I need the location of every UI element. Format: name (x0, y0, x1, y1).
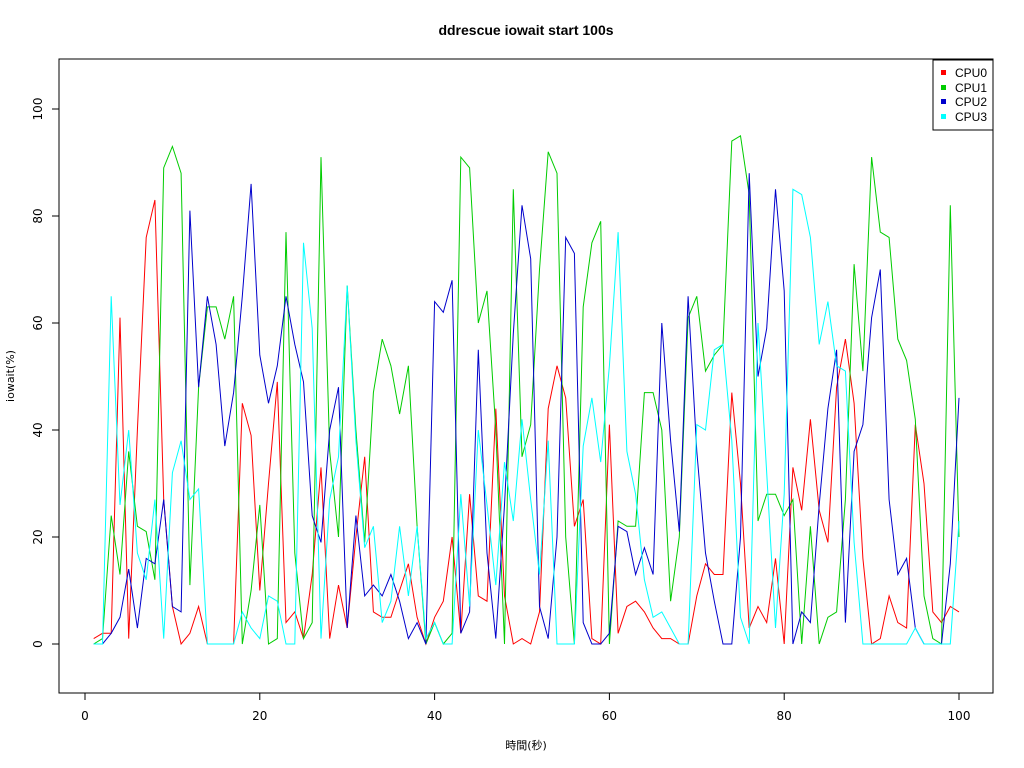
x-tick-label: 40 (427, 709, 442, 723)
series-line-cpu1 (93, 134, 960, 645)
series-line-cpu3 (93, 188, 960, 645)
legend-item-cpu2: CPU2 (941, 95, 987, 109)
y-tick-label: 60 (31, 315, 45, 330)
x-tick-label: 100 (948, 709, 971, 723)
legend-label-cpu0: CPU0 (955, 66, 987, 80)
legend-item-cpu1: CPU1 (941, 81, 987, 95)
series-line-cpu0 (93, 199, 960, 646)
y-tick-label: 100 (31, 98, 45, 121)
legend-label-cpu1: CPU1 (955, 81, 987, 95)
legend-label-cpu3: CPU3 (955, 110, 987, 124)
y-axis-label: iowait(%) (4, 350, 17, 402)
series-layer (93, 134, 960, 646)
x-axis: 0 20 40 60 80 100 (81, 692, 971, 723)
legend-item-cpu0: CPU0 (941, 66, 987, 80)
legend-item-cpu3: CPU3 (941, 110, 987, 124)
x-tick-label: 20 (252, 709, 267, 723)
y-tick-label: 40 (31, 422, 45, 437)
legend-swatch-cpu1 (941, 85, 946, 90)
x-tick-label: 80 (777, 709, 792, 723)
x-axis-label: 時間(秒) (505, 738, 547, 752)
y-tick-label: 0 (31, 640, 45, 648)
legend-label-cpu2: CPU2 (955, 95, 987, 109)
legend-swatch-cpu2 (941, 99, 946, 104)
y-tick-label: 20 (31, 529, 45, 544)
chart-title: ddrescue iowait start 100s (438, 22, 613, 38)
legend-swatch-cpu0 (941, 70, 946, 75)
series-line-cpu2 (93, 173, 960, 645)
legend: CPU0 CPU1 CPU2 CPU3 (932, 59, 994, 131)
x-tick-label: 0 (81, 709, 89, 723)
legend-swatch-cpu3 (941, 114, 946, 119)
x-tick-label: 60 (602, 709, 617, 723)
y-axis: 0 20 40 60 80 100 (31, 98, 60, 648)
y-tick-label: 80 (31, 208, 45, 223)
